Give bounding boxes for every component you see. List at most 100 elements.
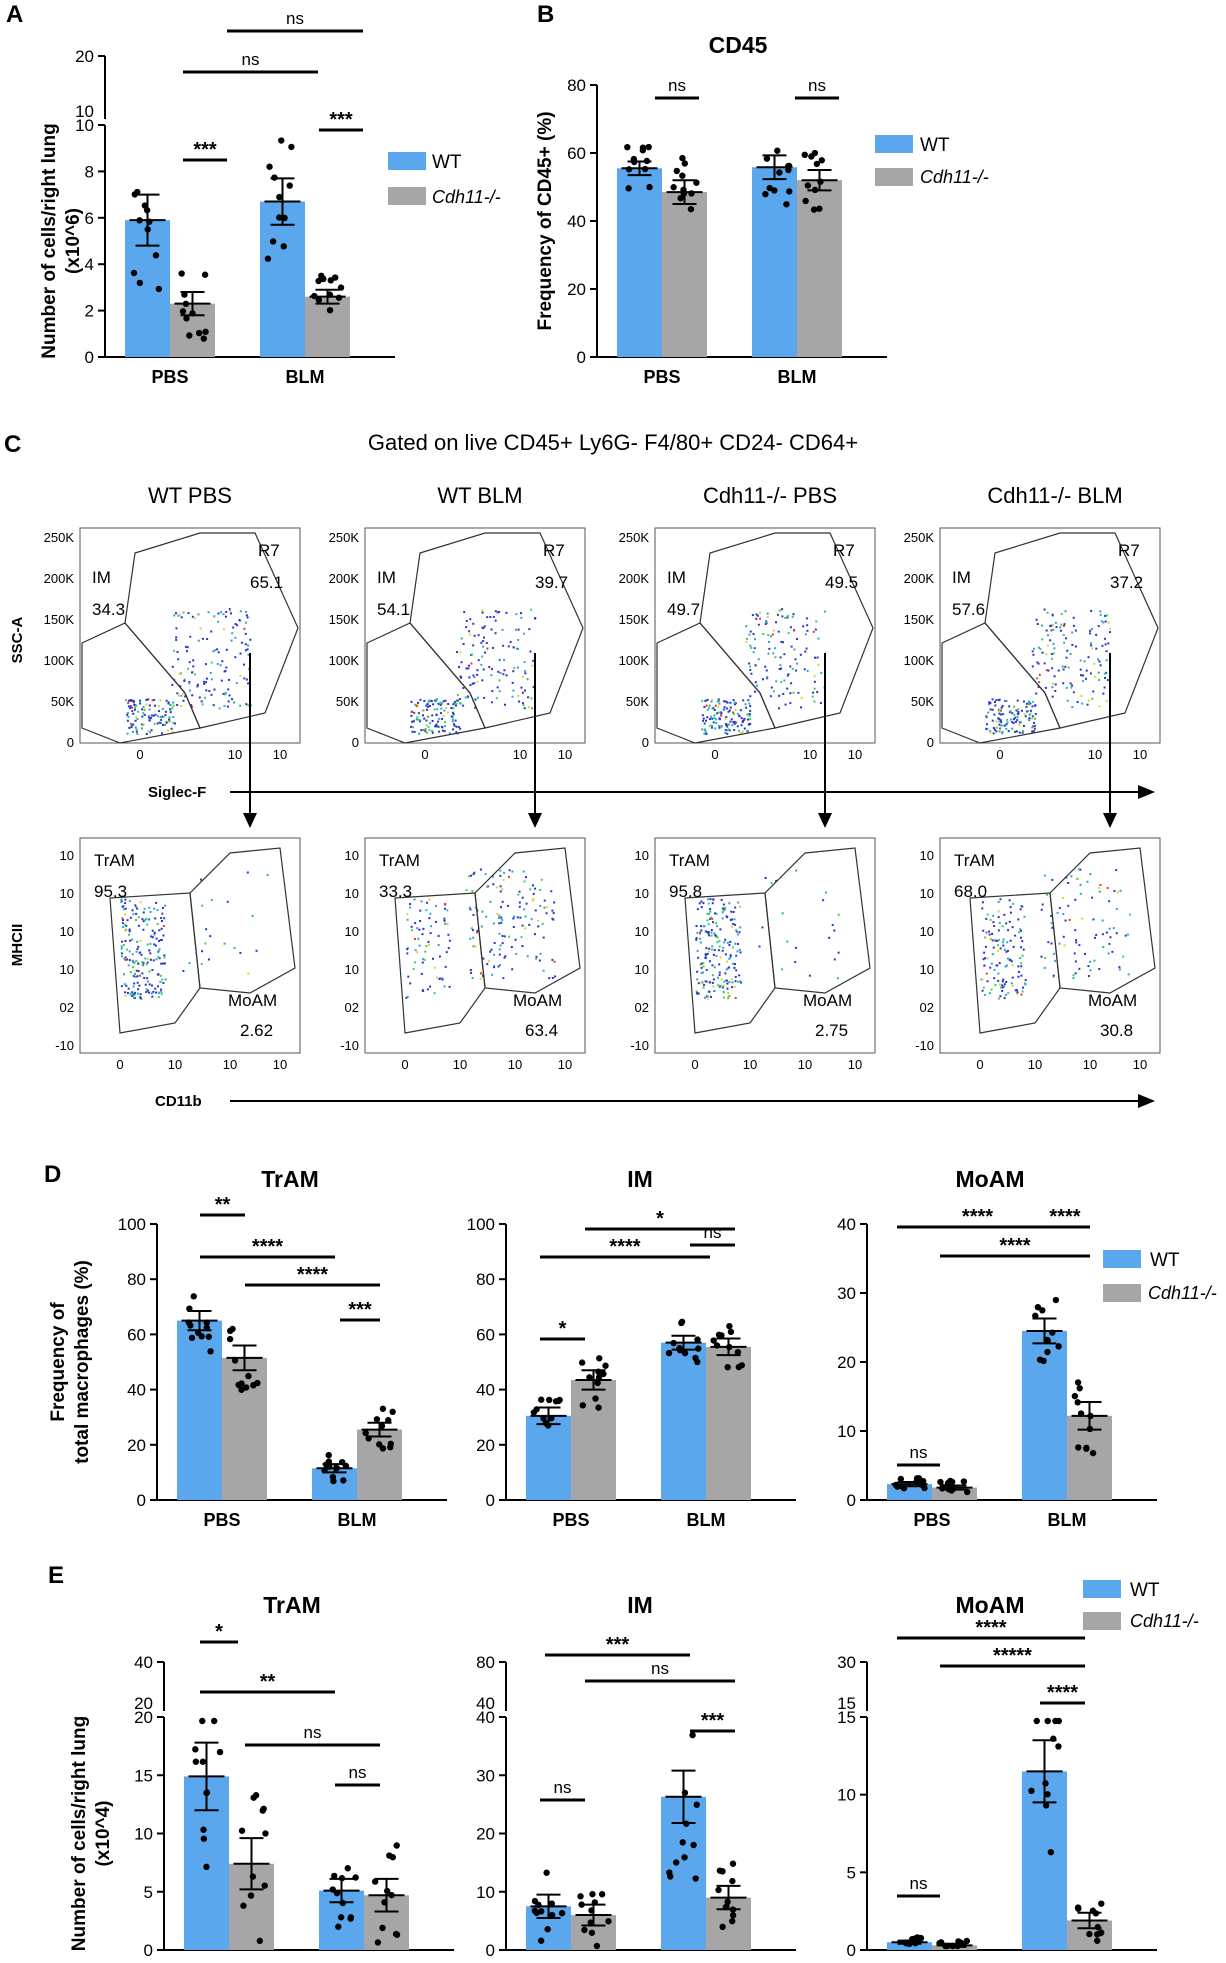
bar-cdh11-blm (357, 1429, 402, 1500)
event-dot (146, 989, 149, 992)
event-dot (1050, 657, 1053, 660)
event-dot (240, 641, 243, 644)
event-dot (706, 995, 709, 998)
data-point (1075, 1444, 1082, 1451)
y-tick-label: 20 (476, 1825, 495, 1844)
gate-label-tram: TrAM (94, 851, 135, 870)
event-dot (247, 682, 250, 685)
event-dot (1085, 669, 1088, 672)
event-dot (528, 923, 531, 926)
significance-label: **** (252, 1236, 283, 1258)
event-dot (1101, 644, 1104, 647)
event-dot (999, 719, 1002, 722)
event-dot (1062, 913, 1065, 916)
event-dot (1071, 706, 1074, 709)
event-dot (1060, 623, 1063, 626)
event-dot (833, 929, 836, 932)
event-dot (1011, 976, 1014, 979)
event-dot (699, 931, 702, 934)
data-point (646, 183, 653, 191)
event-dot (999, 727, 1002, 730)
event-dot (1047, 634, 1050, 637)
event-dot (701, 714, 704, 717)
event-dot (997, 949, 1000, 952)
event-dot (550, 890, 553, 893)
event-dot (1095, 647, 1098, 650)
event-dot (160, 917, 163, 920)
data-point (249, 1873, 257, 1880)
event-dot (816, 691, 819, 694)
event-dot (476, 669, 479, 672)
event-dot (128, 726, 131, 729)
event-dot (159, 974, 162, 977)
data-point (722, 1903, 730, 1911)
data-point (729, 1860, 737, 1867)
event-dot (1001, 941, 1004, 944)
event-dot (542, 936, 545, 939)
event-dot (771, 633, 774, 636)
gate-label-tram: TrAM (379, 851, 420, 870)
event-dot (201, 637, 204, 640)
gate-arrow-head (243, 813, 257, 828)
event-dot (779, 664, 782, 667)
event-dot (773, 647, 776, 650)
y-tick-label: 5 (144, 1883, 153, 1902)
significance-label: **** (1049, 1206, 1080, 1228)
event-dot (1045, 629, 1048, 632)
event-dot (535, 957, 538, 960)
event-dot (1016, 719, 1019, 722)
event-dot (132, 993, 135, 996)
data-point (205, 1333, 213, 1340)
event-dot (709, 995, 712, 998)
event-dot (1031, 730, 1034, 733)
event-dot (500, 921, 503, 924)
event-dot (543, 899, 546, 902)
event-dot (1090, 644, 1093, 647)
event-dot (541, 922, 544, 925)
data-point (192, 1746, 199, 1753)
event-dot (1104, 620, 1107, 623)
y-tick-label: 40 (476, 1708, 495, 1727)
data-point (203, 1863, 210, 1871)
event-dot (751, 614, 754, 617)
event-dot (1122, 955, 1125, 958)
event-dot (509, 640, 512, 643)
event-dot (532, 686, 535, 689)
event-dot (177, 694, 180, 697)
event-dot (1015, 709, 1018, 712)
event-dot (1079, 674, 1082, 677)
event-dot (163, 723, 166, 726)
event-dot (707, 923, 710, 926)
event-dot (182, 969, 185, 972)
data-point (641, 165, 649, 173)
x-tick-label: 10 (558, 747, 572, 762)
event-dot (213, 688, 216, 691)
event-dot (733, 712, 736, 715)
significance-label: ns (286, 9, 304, 28)
event-dot (703, 722, 706, 725)
event-dot (128, 930, 131, 933)
event-dot (153, 933, 156, 936)
event-dot (767, 652, 770, 655)
x-tick-label: PBS (552, 1960, 589, 1963)
event-dot (141, 708, 144, 711)
event-dot (175, 612, 178, 615)
significance-label: ns (910, 1874, 928, 1893)
event-dot (132, 712, 135, 715)
bar-wt-blm (312, 1468, 357, 1500)
event-dot (125, 984, 128, 987)
event-dot (1075, 941, 1078, 944)
event-dot (158, 929, 161, 932)
event-dot (469, 618, 472, 621)
event-dot (459, 651, 462, 654)
event-dot (1094, 675, 1097, 678)
event-dot (1072, 974, 1075, 977)
event-dot (702, 719, 705, 722)
data-point (643, 157, 651, 165)
event-dot (742, 719, 745, 722)
condition-title: Cdh11-/- PBS (703, 483, 837, 508)
event-dot (711, 964, 714, 967)
data-point (226, 1327, 234, 1335)
legend-swatch-ko (1103, 1284, 1141, 1302)
event-dot (443, 907, 446, 910)
